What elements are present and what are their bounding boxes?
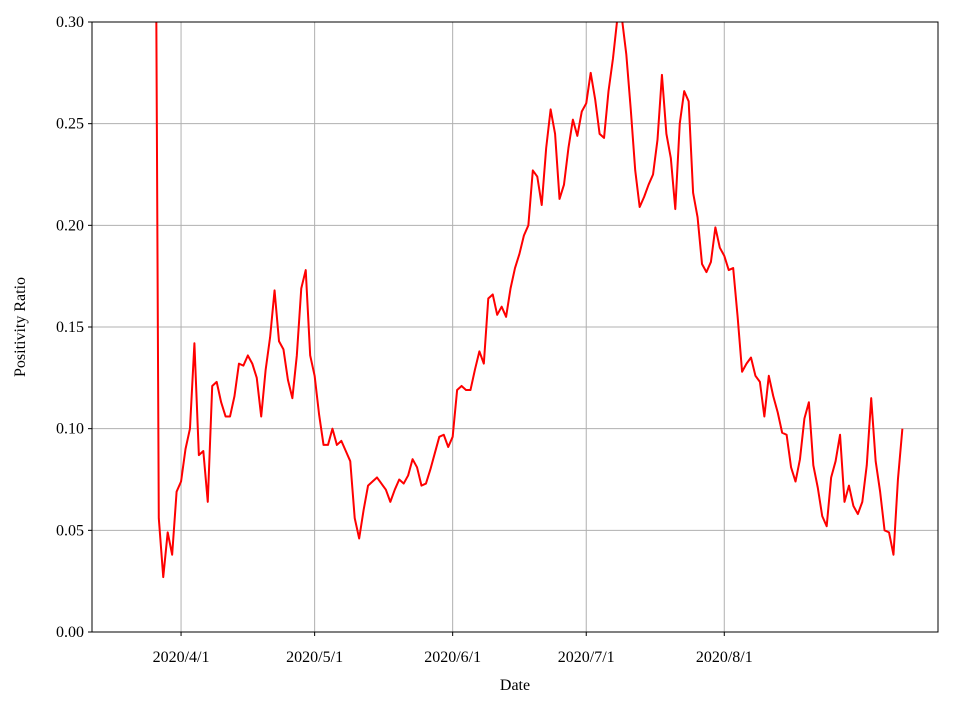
y-tick-label: 0.15	[56, 319, 84, 336]
y-tick-label: 0.30	[56, 14, 84, 31]
y-tick-label: 0.05	[56, 522, 84, 539]
x-tick-label: 2020/7/1	[558, 649, 615, 666]
y-tick-label: 0.00	[56, 624, 84, 641]
grid-layer	[92, 21, 938, 633]
x-tick-label: 2020/6/1	[424, 649, 481, 666]
x-tick-label: 2020/5/1	[286, 649, 343, 666]
data-line	[155, 22, 904, 579]
x-tick-label: 2020/4/1	[153, 649, 210, 666]
x-tick-label: 2020/8/1	[696, 649, 753, 666]
y-tick-label: 0.10	[56, 421, 84, 438]
y-tick-label: 0.20	[56, 217, 84, 234]
line-layer	[155, 22, 904, 579]
y-tick-label: 0.25	[56, 116, 84, 133]
y-axis-label: Positivity Ratio	[12, 277, 29, 377]
x-axis-label: Date	[500, 677, 530, 694]
